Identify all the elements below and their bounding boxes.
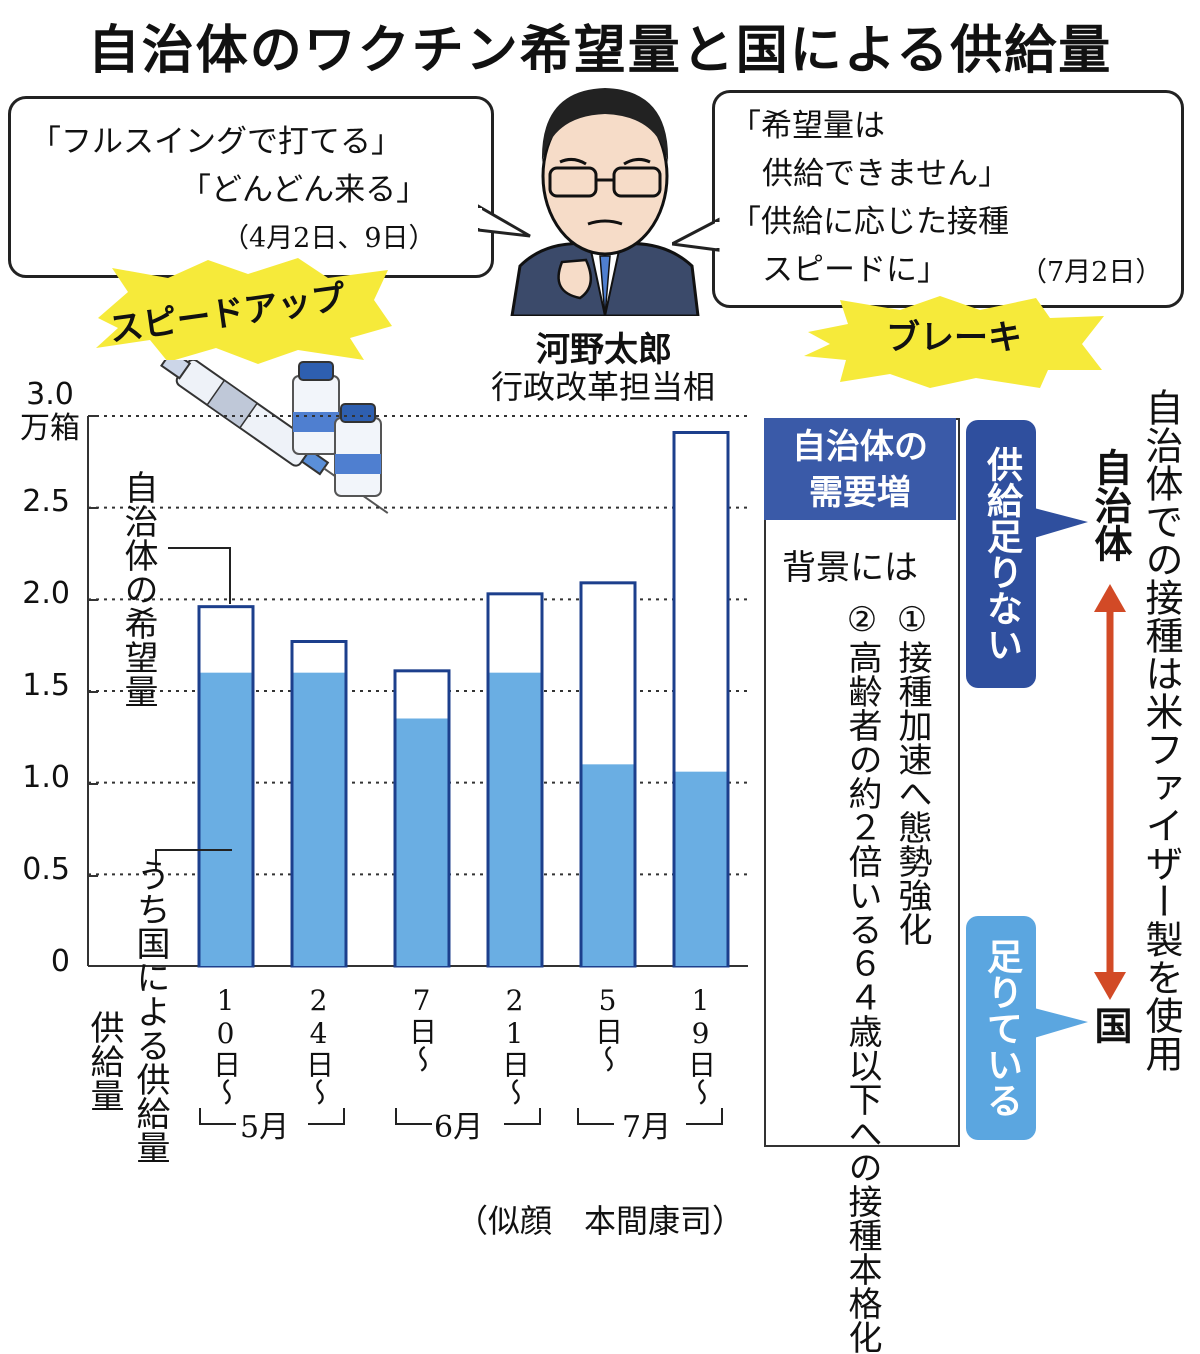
legend-supply: うち国による供給量 xyxy=(130,858,170,1164)
double-arrow xyxy=(1094,584,1126,1000)
panel-header: 自治体の 需要増 xyxy=(764,418,956,520)
y-tick-0: 0 xyxy=(50,944,70,979)
quote-left-date: （4月2日、9日） xyxy=(222,223,436,254)
figure-name: 河野太郎 xyxy=(536,330,672,370)
x-label-may24: 24日～ xyxy=(302,984,335,1106)
quote-right-date: （7月2日） xyxy=(1020,257,1163,288)
speedup-burst xyxy=(96,258,392,364)
shortage-pointer xyxy=(1034,508,1088,538)
syringe-vial-illustration xyxy=(160,360,389,514)
x-label-jun7: 7日～ xyxy=(405,984,438,1073)
bubble-tail-right xyxy=(672,217,720,252)
y-tick-2-0: 2.0 xyxy=(22,576,70,611)
legend-demand: 自治体の希望量 xyxy=(118,470,158,708)
month-bracket-right-2 xyxy=(686,1108,723,1125)
illustration-credit: （似顔 本間康司） xyxy=(455,1202,744,1240)
bar-supply-1 xyxy=(293,672,345,966)
y-tick-2-5: 2.5 xyxy=(22,484,70,519)
x-label-jul5: 5日～ xyxy=(591,984,624,1073)
y-axis-unit: 3.0 万箱 xyxy=(20,377,80,446)
brake-label: ブレーキ xyxy=(886,318,1022,358)
page-title: 自治体のワクチン希望量と国による供給量 xyxy=(87,21,1113,81)
bar-supply-4 xyxy=(582,764,634,966)
legend-demand-leader xyxy=(168,547,231,604)
quote-right-1: 「希望量は xyxy=(730,108,885,144)
label-national: 国 xyxy=(1088,1006,1132,1044)
brake-burst xyxy=(804,296,1104,388)
bar-supply-3 xyxy=(489,672,541,966)
caricature-portrait xyxy=(510,88,700,316)
quote-right-3: 「供給に応じた接種 xyxy=(730,204,1009,240)
panel-reason-1: ①接種加速へ態勢強化 xyxy=(892,600,932,946)
quote-bubble-right xyxy=(712,90,1184,308)
bar-supply-0 xyxy=(200,672,252,966)
month-label-jun: 6月 xyxy=(434,1110,484,1145)
quote-left-1: 「フルスイングで打てる」 xyxy=(30,124,402,160)
month-bracket-left-1 xyxy=(395,1108,432,1125)
y-tick-1-5: 1.5 xyxy=(22,668,70,703)
quote-right-4: スピードに」 xyxy=(762,252,948,288)
y-tick-1-0: 1.0 xyxy=(22,760,70,795)
background-panel xyxy=(764,418,960,1147)
sufficient-pill: 足りている xyxy=(966,916,1036,1140)
bar-supply-2 xyxy=(396,718,448,966)
bubble-tail-left xyxy=(478,204,531,238)
label-municipality: 自治体 xyxy=(1088,448,1132,562)
quote-bubble-left xyxy=(8,96,494,278)
legend-supply-leader xyxy=(155,849,232,870)
month-bracket-left-0 xyxy=(199,1108,236,1125)
quote-left-2: 「どんどん来る」 xyxy=(180,172,428,208)
figure-position: 行政改革担当相 xyxy=(490,368,715,406)
x-label-jul19: 19日～ xyxy=(684,984,717,1106)
panel-reason-2: ②高齢者の約２倍いる６４歳以下への接種本格化 xyxy=(842,600,882,1354)
bar-chart xyxy=(87,415,748,1125)
sufficient-pointer xyxy=(1034,1008,1088,1038)
pfizer-note: 自治体での接種は米ファイザー製を使用 xyxy=(1139,388,1183,1072)
panel-intro: 背景には xyxy=(782,548,918,588)
month-bracket-right-1 xyxy=(504,1108,541,1125)
month-bracket-right-0 xyxy=(308,1108,345,1125)
month-label-may: 5月 xyxy=(240,1110,290,1145)
month-bracket-left-2 xyxy=(577,1108,614,1125)
shortage-pill: 供給足りない xyxy=(966,420,1036,688)
x-label-jun21: 21日～ xyxy=(498,984,531,1106)
x-label-may10: 10日～ xyxy=(209,984,242,1106)
supply-axis-label: 供給量 xyxy=(84,1010,124,1112)
bar-supply-5 xyxy=(675,771,727,966)
quote-right-2: 供給できません」 xyxy=(762,156,1010,192)
y-tick-0-5: 0.5 xyxy=(22,852,70,887)
month-label-jul: 7月 xyxy=(622,1110,672,1145)
